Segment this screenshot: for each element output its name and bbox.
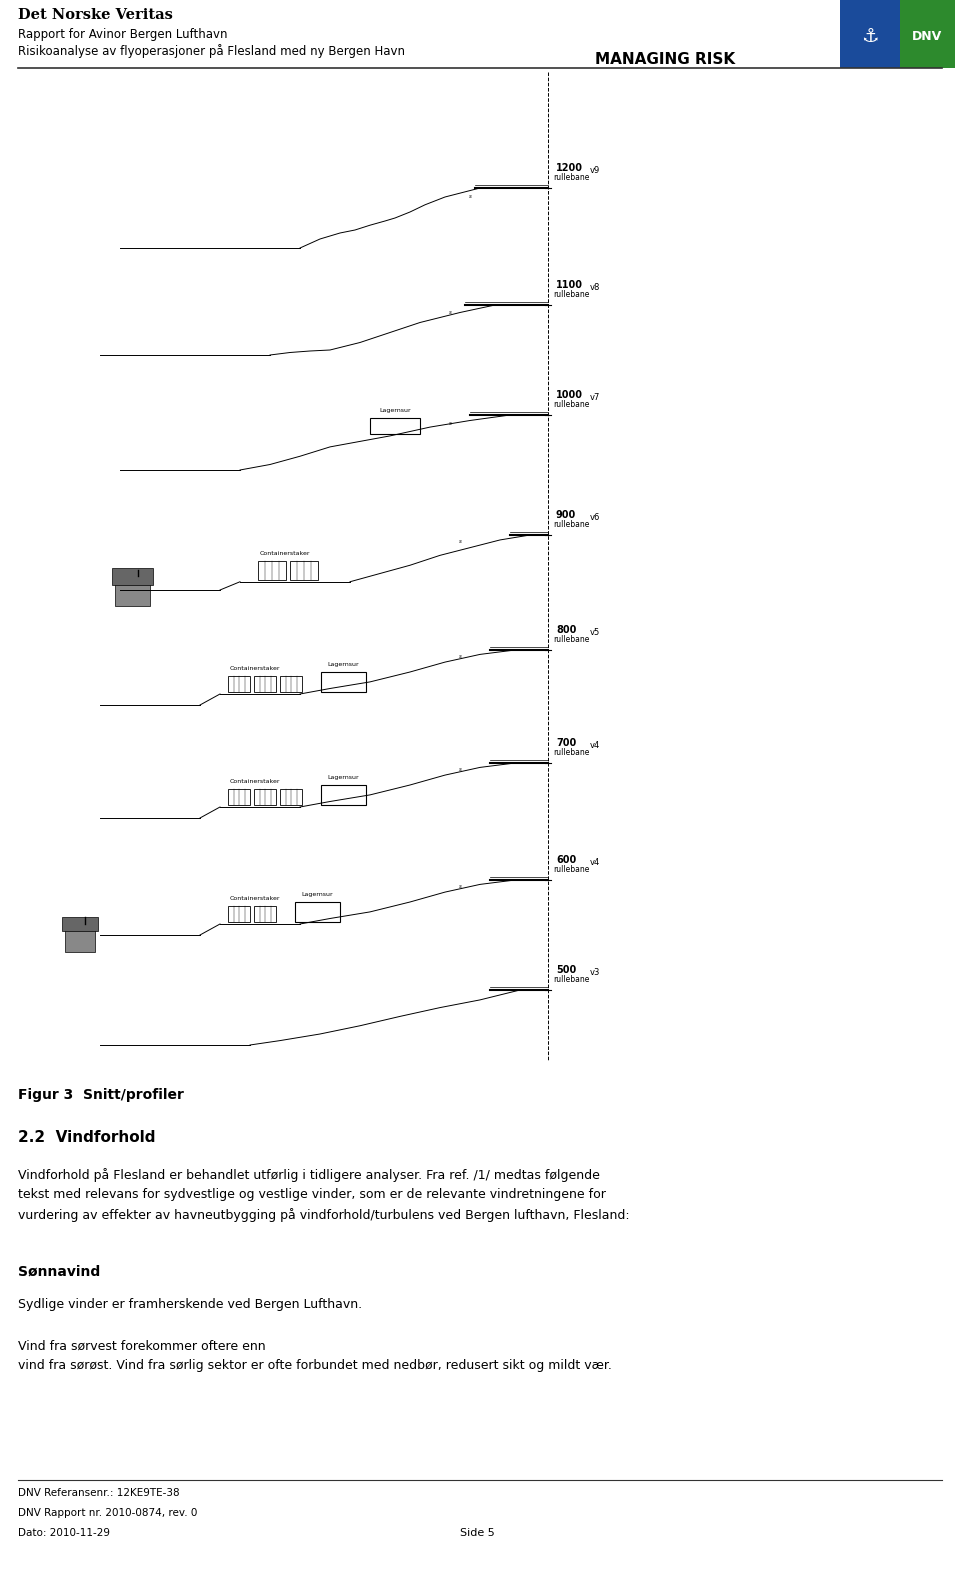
Text: v3: v3: [590, 968, 600, 978]
Text: DNV Rapport nr. 2010-0874, rev. 0: DNV Rapport nr. 2010-0874, rev. 0: [18, 1508, 198, 1519]
Text: Det Norske Veritas: Det Norske Veritas: [18, 8, 173, 22]
Text: rullebane: rullebane: [553, 747, 589, 757]
Text: Vind fra sørvest forekommer oftere enn
vind fra sørøst. Vind fra sørlig sektor e: Vind fra sørvest forekommer oftere enn v…: [18, 1340, 612, 1372]
Text: DNV Referansenr.: 12KE9TE-38: DNV Referansenr.: 12KE9TE-38: [18, 1489, 180, 1498]
Text: s: s: [459, 766, 462, 773]
Text: s: s: [448, 421, 451, 426]
Text: 1000: 1000: [556, 390, 583, 401]
Text: 2.2  Vindforhold: 2.2 Vindforhold: [18, 1131, 156, 1145]
Text: Rapport for Avinor Bergen Lufthavn: Rapport for Avinor Bergen Lufthavn: [18, 28, 228, 41]
Text: rullebane: rullebane: [553, 520, 589, 528]
Text: s: s: [448, 311, 451, 315]
Text: Sydlige vinder er framherskende ved Bergen Lufthavn.: Sydlige vinder er framherskende ved Berg…: [18, 1298, 362, 1310]
Text: Lagernsur: Lagernsur: [327, 774, 359, 779]
Text: MANAGING RISK: MANAGING RISK: [595, 52, 735, 66]
Text: v7: v7: [590, 393, 600, 402]
Text: v6: v6: [590, 513, 600, 522]
Text: Lagernsur: Lagernsur: [301, 891, 333, 897]
Bar: [228, 788, 250, 806]
Text: 600: 600: [556, 855, 576, 866]
Text: Sønnavind: Sønnavind: [18, 1265, 100, 1279]
Bar: [280, 788, 302, 806]
Text: rullebane: rullebane: [553, 290, 589, 300]
Text: v4: v4: [590, 858, 600, 867]
Bar: [228, 905, 250, 923]
Bar: [321, 672, 366, 692]
Bar: [254, 677, 276, 692]
Text: s: s: [459, 539, 462, 544]
Text: Vindforhold på Flesland er behandlet utførlig i tidligere analyser. Fra ref. /1/: Vindforhold på Flesland er behandlet utf…: [18, 1169, 630, 1222]
Bar: [321, 784, 366, 806]
Text: v4: v4: [590, 741, 600, 751]
Text: 500: 500: [556, 965, 576, 975]
Text: Lagernsur: Lagernsur: [327, 662, 359, 667]
Text: Lagernsur: Lagernsur: [379, 408, 411, 413]
Text: Dato: 2010-11-29: Dato: 2010-11-29: [18, 1528, 110, 1538]
Bar: [370, 418, 420, 434]
Bar: [228, 677, 250, 692]
Text: rullebane: rullebane: [553, 636, 589, 643]
Text: rullebane: rullebane: [553, 975, 589, 984]
Text: 900: 900: [556, 509, 576, 520]
Text: Containerstaker: Containerstaker: [230, 665, 280, 672]
Bar: [254, 788, 276, 806]
Text: 800: 800: [556, 624, 576, 636]
Text: Risikoanalyse av flyoperasjoner på Flesland med ny Bergen Havn: Risikoanalyse av flyoperasjoner på Flesl…: [18, 44, 405, 58]
Bar: [258, 561, 286, 580]
Text: v5: v5: [590, 628, 600, 637]
Text: Side 5: Side 5: [460, 1528, 494, 1538]
Text: Figur 3  Snitt/profiler: Figur 3 Snitt/profiler: [18, 1088, 184, 1102]
Bar: [112, 568, 153, 585]
Text: Containerstaker: Containerstaker: [230, 896, 280, 900]
Bar: [115, 576, 150, 607]
Bar: [290, 561, 318, 580]
Text: rullebane: rullebane: [553, 866, 589, 874]
Text: rullebane: rullebane: [553, 173, 589, 181]
Text: 1100: 1100: [556, 281, 583, 290]
Bar: [65, 924, 95, 951]
Text: 700: 700: [556, 738, 576, 747]
Text: rullebane: rullebane: [553, 401, 589, 408]
Text: v8: v8: [590, 282, 600, 292]
Text: s: s: [459, 885, 462, 889]
Bar: [280, 677, 302, 692]
Text: 1200: 1200: [556, 162, 583, 173]
Text: Containerstaker: Containerstaker: [230, 779, 280, 784]
Text: ⚓: ⚓: [861, 27, 878, 46]
Bar: [62, 918, 98, 930]
Text: v9: v9: [590, 166, 600, 175]
Bar: [840, 0, 900, 68]
Text: s: s: [468, 194, 471, 200]
Text: DNV: DNV: [912, 30, 942, 43]
Bar: [900, 0, 955, 68]
Text: s: s: [459, 654, 462, 659]
Bar: [254, 905, 276, 923]
Bar: [295, 902, 340, 923]
Text: Containerstaker: Containerstaker: [260, 552, 310, 557]
